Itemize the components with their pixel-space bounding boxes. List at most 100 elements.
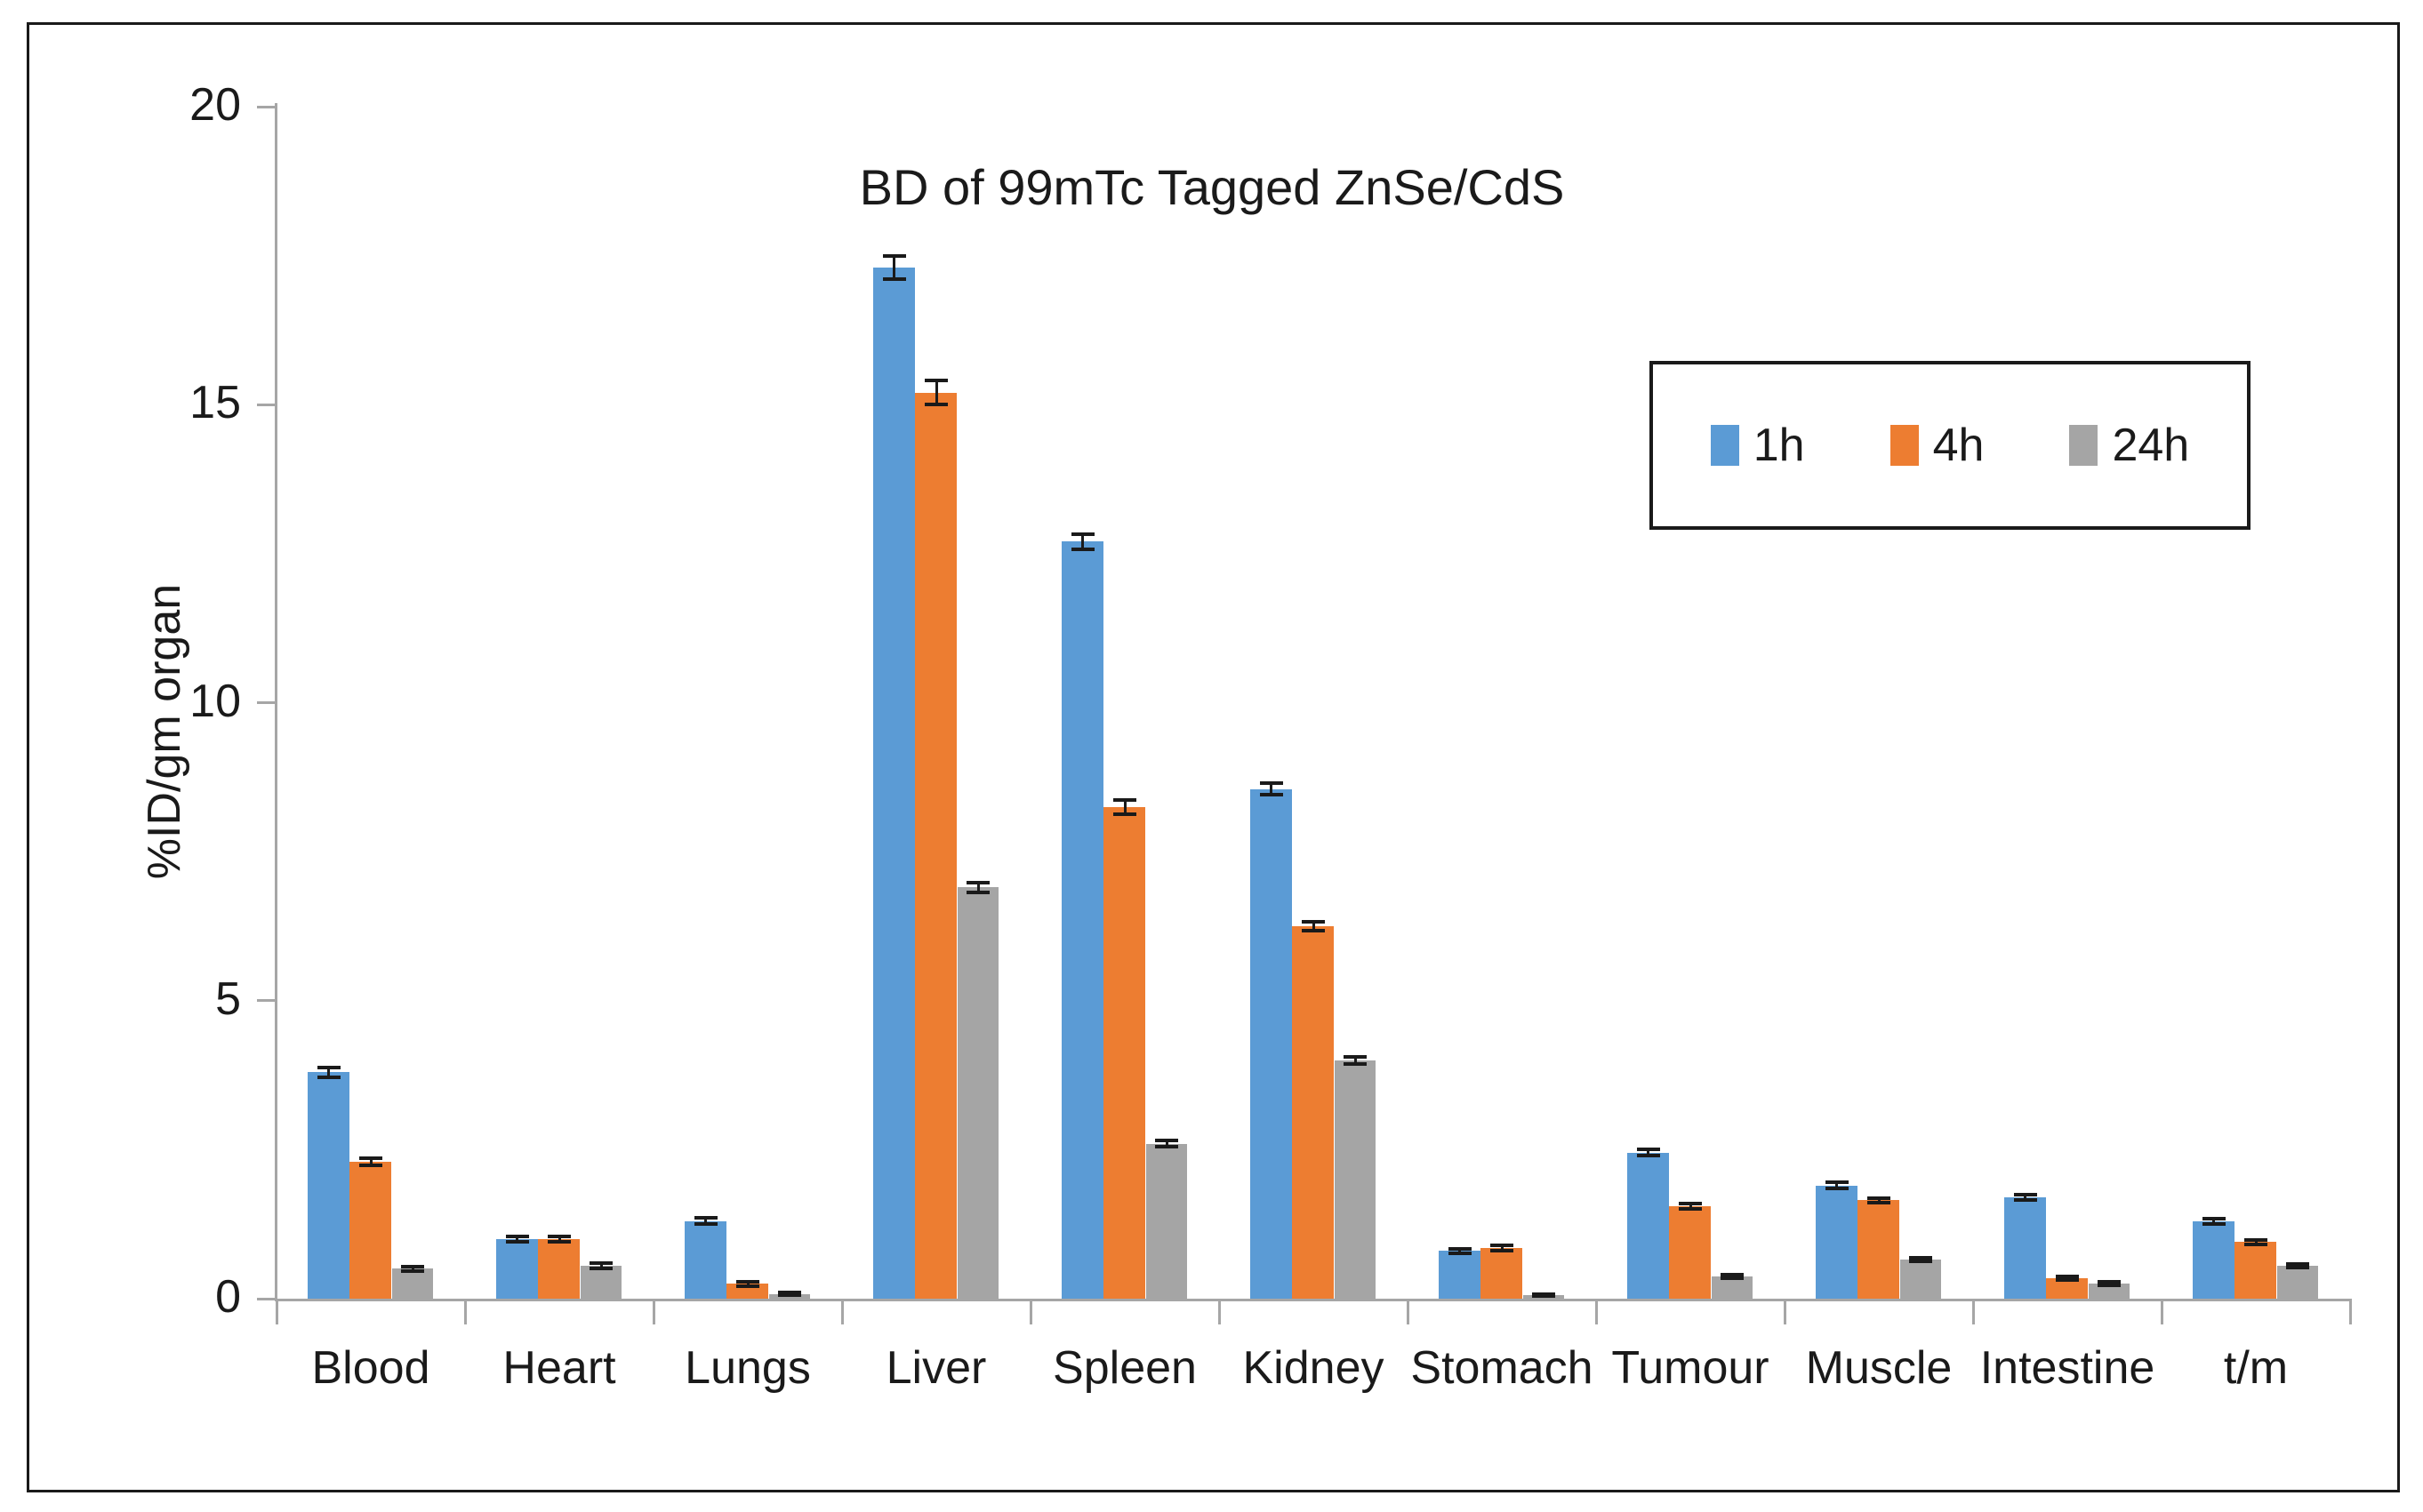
- bar-1h-kidney: [1250, 788, 1292, 1299]
- x-axis-tick: [275, 1301, 278, 1324]
- category-label: Liver: [886, 1342, 987, 1394]
- error-bar-line: [2066, 1276, 2069, 1280]
- error-bar-line: [2296, 1264, 2299, 1268]
- bar-1h-lungs: [685, 1220, 726, 1299]
- error-bar-cap-top: [1532, 1292, 1556, 1296]
- error-bar-line: [1458, 1248, 1462, 1254]
- error-bar-cap-bottom: [2056, 1277, 2079, 1282]
- category-label: Muscle: [1805, 1342, 1953, 1394]
- legend-swatch-icon: [2069, 425, 2098, 466]
- error-bar-line: [599, 1263, 603, 1268]
- error-bar-cap-top: [1825, 1180, 1849, 1185]
- error-bar-cap-top: [1867, 1196, 1890, 1200]
- error-bar-cap-top: [1071, 532, 1095, 537]
- error-bar-cap-bottom: [548, 1240, 571, 1244]
- error-bar-line: [2254, 1239, 2258, 1244]
- error-bar-cap-bottom: [1071, 547, 1095, 551]
- error-bar-cap-bottom: [1825, 1186, 1849, 1190]
- bar-24h-t/m: [2276, 1266, 2319, 1299]
- category-label: Kidney: [1242, 1342, 1384, 1394]
- category-label: t/m: [2223, 1342, 2289, 1394]
- bar-24h-heart: [580, 1266, 622, 1299]
- error-bar-cap-bottom: [778, 1292, 802, 1297]
- legend-entry-1h: 1h: [1710, 419, 1805, 472]
- error-bar-line: [1877, 1197, 1881, 1204]
- legend-entry-4h: 4h: [1889, 419, 1984, 472]
- bar-4h-tumour: [1669, 1206, 1712, 1299]
- error-bar-cap-top: [401, 1264, 425, 1268]
- error-bar-line: [369, 1157, 373, 1165]
- error-bar-cap-top: [1259, 781, 1283, 786]
- error-bar-line: [1647, 1149, 1650, 1156]
- bar-4h-blood: [349, 1161, 392, 1299]
- bar-1h-muscle: [1816, 1185, 1857, 1299]
- error-bar-cap-top: [1302, 920, 1325, 924]
- error-bar-line: [2024, 1195, 2027, 1200]
- error-bar-cap-top: [359, 1156, 382, 1160]
- error-bar-cap-top: [1679, 1201, 1702, 1205]
- x-axis-tick: [1594, 1301, 1598, 1324]
- x-axis-tick: [652, 1301, 655, 1324]
- error-bar-cap-top: [2013, 1193, 2037, 1197]
- error-bar-cap-bottom: [1721, 1276, 1745, 1280]
- category-label: Lungs: [685, 1342, 811, 1394]
- error-bar-cap-bottom: [925, 403, 948, 407]
- y-axis-line: [275, 103, 277, 1300]
- y-axis-tick: [257, 701, 275, 704]
- x-axis-tick: [2160, 1301, 2163, 1324]
- error-bar-cap-top: [1448, 1246, 1472, 1251]
- bar-1h-heart: [496, 1238, 538, 1299]
- bar-1h-t/m: [2193, 1220, 2234, 1299]
- y-tick-label: 20: [189, 79, 241, 131]
- error-bar-line: [411, 1266, 414, 1272]
- error-bar-cap-bottom: [359, 1163, 382, 1167]
- error-bar-line: [704, 1218, 708, 1225]
- error-bar-cap-bottom: [967, 890, 991, 894]
- error-bar-line: [1353, 1056, 1357, 1064]
- error-bar-line: [1081, 534, 1085, 549]
- error-bar-cap-bottom: [2098, 1284, 2122, 1288]
- y-tick-label: 0: [215, 1271, 241, 1323]
- category-label: Heart: [502, 1342, 616, 1394]
- error-bar-cap-bottom: [590, 1266, 614, 1270]
- error-bar-cap-top: [736, 1279, 759, 1284]
- error-bar-cap-top: [2202, 1217, 2226, 1221]
- legend-swatch-icon: [1889, 425, 1919, 466]
- error-bar-cap-bottom: [2202, 1221, 2226, 1226]
- y-axis-tick: [257, 999, 275, 1003]
- y-axis-tick: [257, 1297, 275, 1300]
- error-bar-cap-top: [505, 1234, 529, 1238]
- bar-24h-spleen: [1145, 1143, 1188, 1299]
- error-bar-cap-bottom: [317, 1075, 341, 1079]
- error-bar-line: [1689, 1203, 1692, 1210]
- bar-4h-liver: [915, 392, 958, 1299]
- error-bar-cap-top: [590, 1261, 614, 1266]
- error-bar-cap-bottom: [2244, 1242, 2267, 1246]
- x-axis-line: [275, 1299, 2352, 1301]
- x-axis-tick: [840, 1301, 844, 1324]
- bar-1h-liver: [873, 268, 915, 1299]
- error-bar-cap-top: [2098, 1280, 2122, 1284]
- error-bar-cap-bottom: [1532, 1294, 1556, 1299]
- x-axis-tick: [1783, 1301, 1786, 1324]
- bar-1h-spleen: [1062, 541, 1103, 1299]
- bar-4h-intestine: [2046, 1277, 2089, 1299]
- error-bar-cap-top: [1344, 1054, 1368, 1059]
- error-bar-line: [1730, 1274, 1734, 1278]
- error-bar-line: [327, 1067, 331, 1077]
- x-axis-tick: [1406, 1301, 1409, 1324]
- legend-entry-24h: 24h: [2069, 419, 2189, 472]
- bar-24h-blood: [391, 1268, 434, 1299]
- error-bar-line: [1312, 922, 1315, 931]
- y-axis-tick: [257, 403, 275, 406]
- error-bar-line: [893, 255, 896, 280]
- error-bar-line: [2212, 1219, 2216, 1224]
- error-bar-cap-bottom: [1490, 1248, 1513, 1252]
- category-label: Intestine: [1979, 1342, 2155, 1394]
- error-bar-cap-bottom: [1636, 1154, 1660, 1158]
- error-bar-cap-bottom: [1155, 1145, 1179, 1149]
- error-bar-cap-bottom: [694, 1222, 718, 1227]
- error-bar-line: [935, 380, 938, 405]
- error-bar-cap-top: [967, 880, 991, 884]
- x-axis-tick: [463, 1301, 467, 1324]
